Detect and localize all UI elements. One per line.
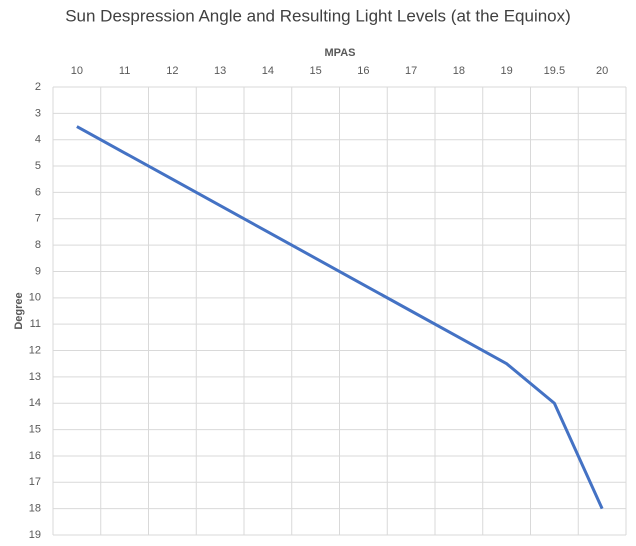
y-tick-label: 13 [29,371,41,383]
x-tick-label: 13 [214,65,226,77]
x-tick-label: 18 [453,65,465,77]
x-tick-label: 20 [596,65,608,77]
x-tick-label: 10 [71,65,83,77]
x-tick-label: 14 [262,65,274,77]
x-tick-label: 11 [119,65,130,77]
chart-title: Sun Despression Angle and Resulting Ligh… [65,6,571,25]
y-tick-label: 14 [29,397,41,409]
data-line [76,125,604,510]
y-tick-label: 11 [30,318,41,330]
x-axis-title: MPAS [325,47,356,59]
y-tick-label: 12 [29,344,41,356]
y-tick-label: 2 [35,81,41,93]
y-tick-label: 3 [35,107,41,119]
y-tick-label: 19 [29,529,41,541]
y-tick-label: 5 [35,160,41,172]
y-axis-title: Degree [13,292,25,329]
y-tick-label: 8 [35,239,41,251]
x-tick-label: 19.5 [544,65,565,77]
y-tick-label: 15 [29,423,41,435]
y-tick-label: 4 [35,134,41,146]
x-tick-label: 16 [357,65,369,77]
y-tick-label: 6 [35,186,41,198]
y-tick-label: 9 [35,265,41,277]
y-tick-label: 17 [29,476,41,488]
x-tick-label: 15 [310,65,322,77]
y-tick-label: 18 [29,503,41,515]
y-tick-label: 7 [35,213,41,225]
y-tick-label: 10 [29,292,41,304]
x-tick-label: 17 [405,65,417,77]
x-tick-label: 12 [166,65,178,77]
y-tick-label: 16 [29,450,41,462]
x-tick-label: 19 [501,65,513,77]
